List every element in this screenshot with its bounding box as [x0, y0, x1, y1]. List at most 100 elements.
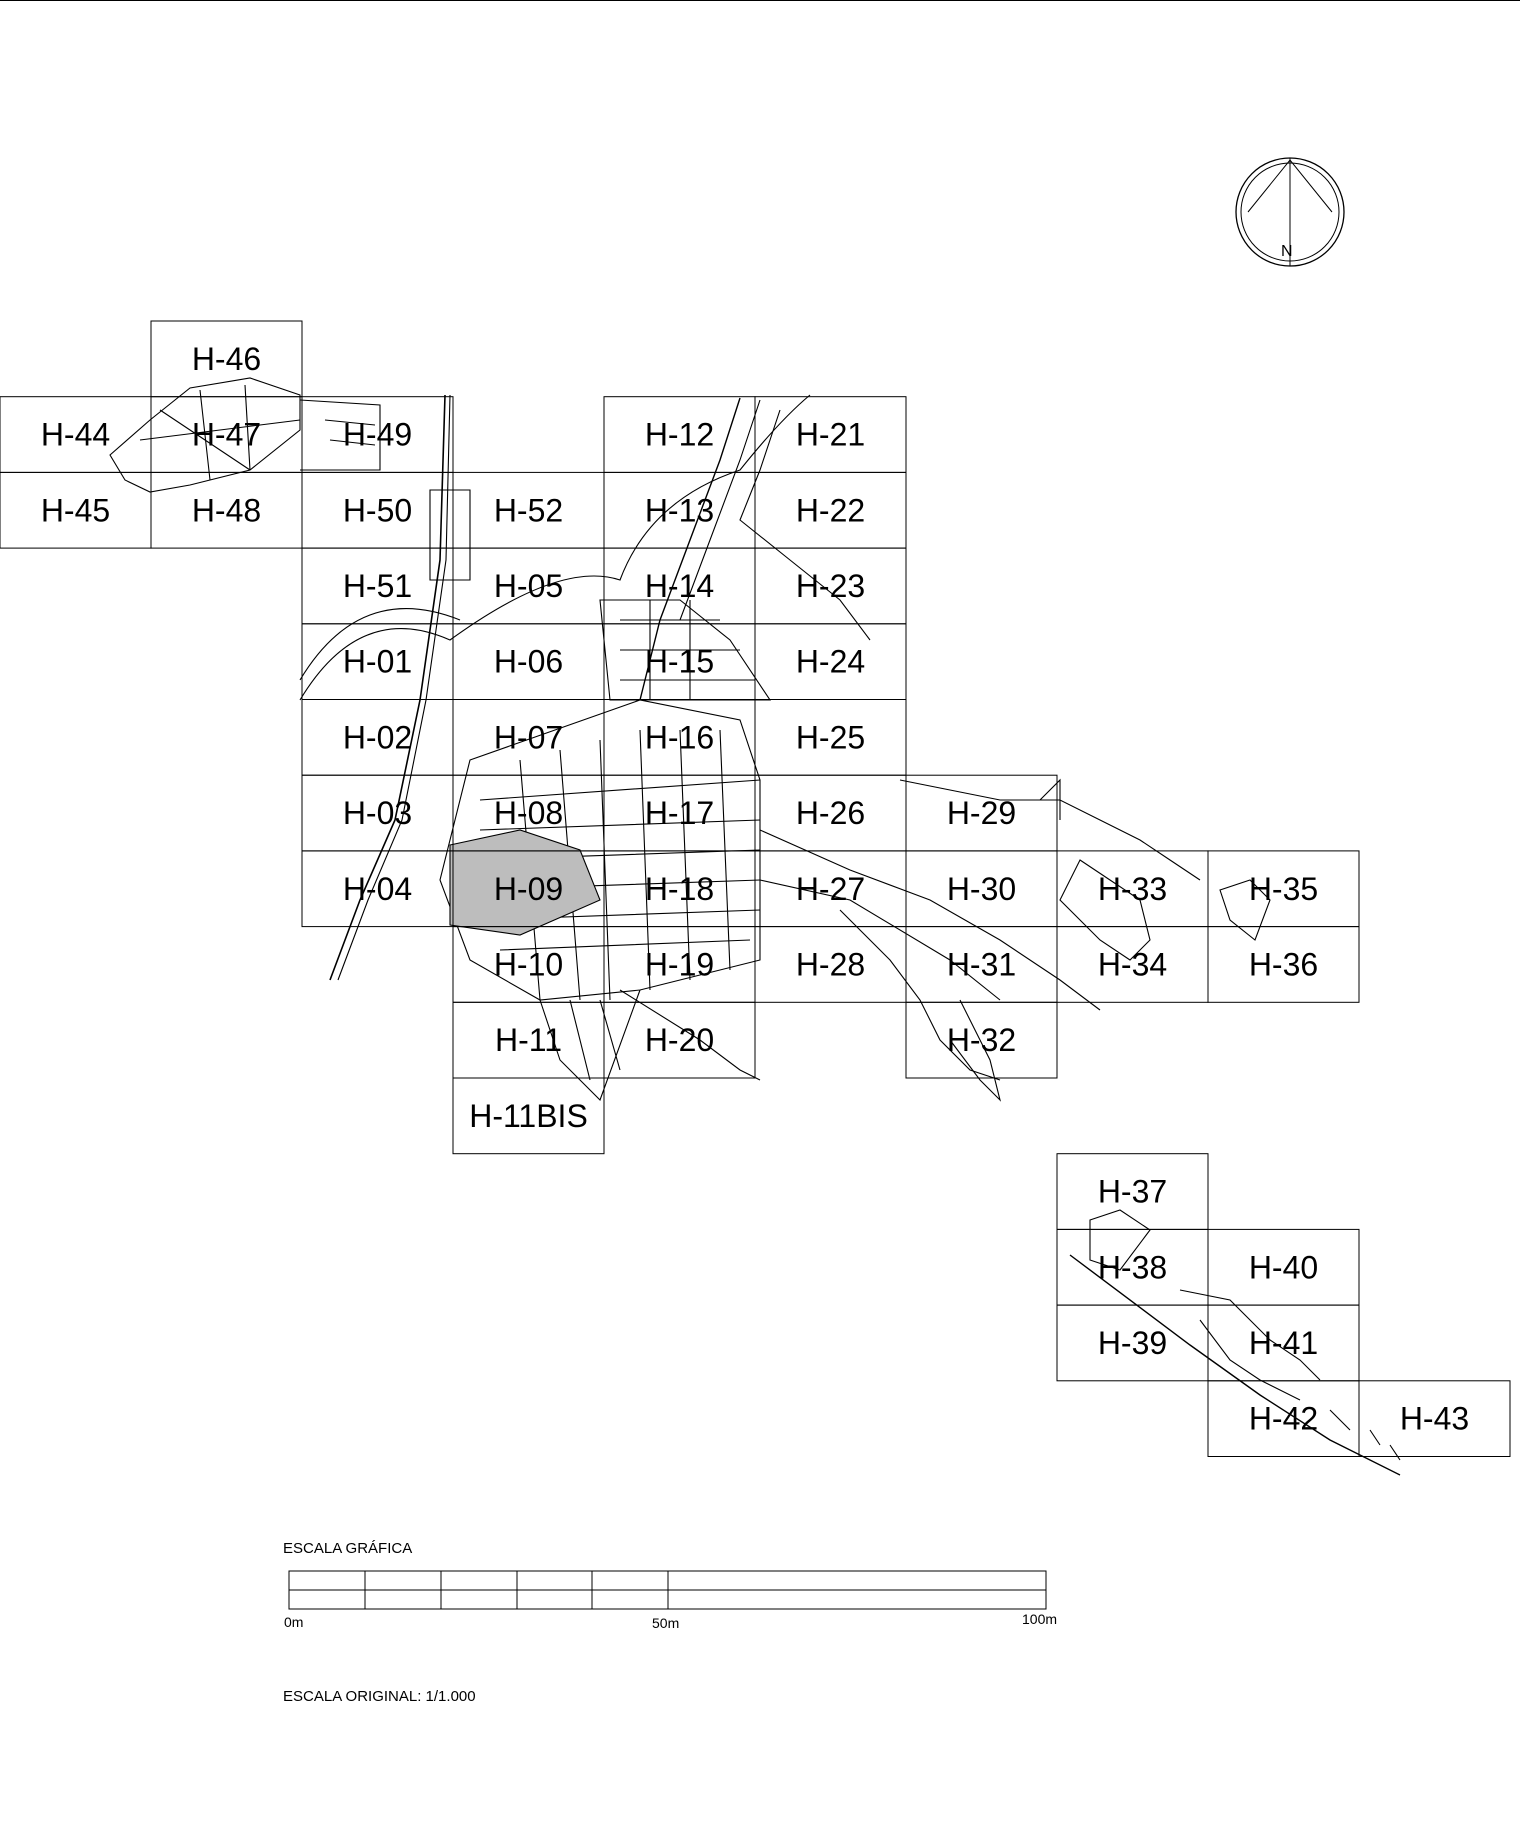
sheet-h-28: H-28	[754, 926, 907, 1003]
sheet-h-47: H-47	[150, 396, 303, 473]
road-h40	[1179, 1289, 1321, 1381]
sheet-h-17: H-17	[603, 774, 756, 852]
sheet-h-43: H-43	[1358, 1380, 1511, 1458]
sheet-label: H-51	[343, 568, 412, 604]
sheet-frame	[603, 1001, 756, 1079]
sheet-label: H-42	[1249, 1401, 1318, 1437]
sheet-label: H-07	[494, 719, 563, 755]
sheet-label: H-17	[645, 795, 714, 831]
highway-west	[329, 394, 446, 981]
sheet-h-27: H-27	[754, 850, 907, 928]
sheet-label: H-24	[796, 644, 865, 680]
sheet-label: H-29	[947, 795, 1016, 831]
sheet-h-25: H-25	[754, 699, 907, 776]
sheet-label: H-09	[494, 871, 563, 907]
sheet-label: H-26	[796, 795, 865, 831]
road-north-east	[739, 409, 871, 641]
sheet-label: H-18	[645, 871, 714, 907]
sheet-h-15: H-15	[603, 623, 756, 700]
sheet-h-30: H-30	[905, 850, 1058, 928]
sheet-h-23: H-23	[754, 547, 907, 625]
street-block-h14	[599, 599, 772, 701]
scale-label-mid: 50m	[652, 1615, 679, 1631]
sheet-h-06: H-06	[452, 623, 605, 700]
sheet-h-36: H-36	[1207, 926, 1360, 1003]
sheet-label: H-20	[645, 1022, 714, 1058]
sheet-label: H-03	[343, 795, 412, 831]
sheet-h-48: H-48	[150, 471, 303, 549]
sheet-h-05: H-05	[452, 547, 605, 625]
sheet-label: H-46	[192, 341, 261, 377]
sheet-label: H-10	[494, 946, 563, 982]
sheet-h-34: H-34	[1056, 926, 1209, 1003]
sheet-h-39: H-39	[1056, 1304, 1209, 1382]
road-arc-north	[299, 394, 811, 701]
sheet-label: H-08	[494, 795, 563, 831]
sheet-label: H-40	[1249, 1249, 1318, 1285]
sheet-label: H-05	[494, 568, 563, 604]
sheet-h-12: H-12	[603, 396, 756, 473]
sheet-h-22: H-22	[754, 471, 907, 549]
sheet-h-11bis: H-11BIS	[452, 1077, 605, 1155]
sheet-label: H-11BIS	[469, 1098, 588, 1134]
sheet-h-24: H-24	[754, 623, 907, 700]
road-arc-west	[299, 608, 461, 681]
sheet-h-52: H-52	[452, 471, 605, 549]
sheet-label: H-50	[343, 492, 412, 528]
north-arrow: N	[1235, 157, 1345, 267]
scale-label-start: 0m	[284, 1614, 303, 1630]
sheet-label: H-15	[645, 644, 714, 680]
sheet-label: H-37	[1098, 1174, 1167, 1210]
sheet-label: H-25	[796, 719, 865, 755]
street-block-h49	[299, 399, 381, 471]
sheet-label: H-44	[41, 417, 110, 453]
sheet-h-14: H-14	[603, 547, 756, 625]
shaded-district	[449, 829, 601, 936]
sheet-h-20: H-20	[603, 1001, 756, 1079]
sheet-h-50: H-50	[301, 471, 454, 549]
graphic-scale: ESCALA GRÁFICA 0m 50m 100m	[283, 1540, 1057, 1631]
sheet-h-21: H-21	[754, 396, 907, 473]
sheet-h-10: H-10	[452, 926, 605, 1003]
sheet-h-40: H-40	[1207, 1228, 1360, 1306]
road-east-2	[759, 879, 1001, 1001]
sheet-label: H-12	[645, 417, 714, 453]
sheet-h-49: H-49	[301, 396, 454, 473]
street-h49-lines	[324, 419, 376, 446]
sheet-label: H-04	[343, 871, 412, 907]
sheet-h-26: H-26	[754, 774, 907, 852]
road-north-spine-2	[679, 399, 761, 621]
sheet-h-07: H-07	[452, 699, 605, 776]
sheet-frame	[905, 1001, 1058, 1079]
road-north-spine	[639, 397, 741, 701]
sheet-label: H-21	[796, 417, 865, 453]
street-block-h50	[429, 489, 471, 581]
sheet-label: H-36	[1249, 946, 1318, 982]
sheet-label: H-16	[645, 719, 714, 755]
sheet-h-02: H-02	[301, 699, 454, 776]
road-east-north	[899, 779, 1201, 881]
sheet-grid: H-46 H-44 H-47 H-49 H-12 H-21 H-45 H-48 H-50 H-52…	[0, 320, 1511, 1458]
sheet-h-33: H-33	[1056, 850, 1209, 928]
sheet-label: H-48	[192, 492, 261, 528]
sheet-label: H-35	[1249, 871, 1318, 907]
sheet-label: H-32	[947, 1022, 1016, 1058]
sheet-label: H-33	[1098, 871, 1167, 907]
sheet-label: H-49	[343, 417, 412, 453]
compass-arrowhead	[1247, 159, 1333, 213]
sheet-label: H-34	[1098, 946, 1167, 982]
sheet-label: H-02	[343, 719, 412, 755]
street-center-ew	[469, 779, 761, 951]
scale-bar-ticks	[364, 1571, 669, 1609]
road-southeast	[619, 989, 761, 1081]
road-east-3	[839, 909, 1001, 1081]
sheet-label: H-19	[645, 946, 714, 982]
sheet-h-01: H-01	[301, 623, 454, 700]
sheet-label: H-28	[796, 946, 865, 982]
sheet-label: H-13	[645, 492, 714, 528]
scale-title: ESCALA GRÁFICA	[283, 1540, 412, 1557]
sheet-label: H-14	[645, 568, 714, 604]
road-east-loop	[949, 999, 1002, 1102]
sheet-h-04: H-04	[301, 850, 454, 928]
